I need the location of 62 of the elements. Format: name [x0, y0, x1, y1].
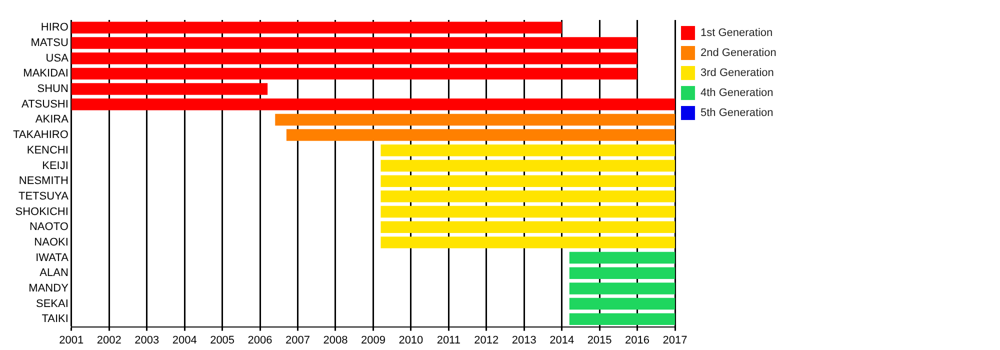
y-tick-label: SHUN: [37, 83, 68, 96]
y-tick-label: AKIRA: [35, 114, 70, 126]
x-tick-label: 2001: [59, 334, 84, 346]
legend-label: 4th Generation: [700, 87, 774, 100]
bar: [569, 298, 675, 310]
x-tick-label: 2017: [662, 334, 688, 346]
y-tick-label: USA: [46, 52, 70, 64]
legend-label: 2nd Generation: [700, 47, 776, 60]
bar: [71, 68, 638, 80]
x-tick-label: 2005: [210, 334, 235, 346]
x-tick-label: 2002: [96, 334, 122, 346]
y-tick-label: HIRO: [40, 22, 69, 34]
y-tick-label: TAKAHIRO: [12, 129, 69, 142]
y-tick-label: MAKIDAI: [23, 68, 68, 80]
y-tick-label: NAOKI: [34, 236, 68, 248]
bar: [380, 236, 675, 248]
y-tick-label: NESMITH: [18, 175, 68, 188]
bar: [569, 282, 675, 294]
y-tick-label: SHOKICHI: [15, 206, 68, 218]
x-tick-label: 2007: [286, 334, 310, 346]
y-tick-label: IWATA: [36, 252, 70, 264]
x-tick-label: 2016: [625, 334, 650, 346]
bar: [275, 114, 675, 126]
legend-label: 1st Generation: [700, 27, 773, 40]
y-tick-label: NAOTO: [29, 221, 69, 234]
x-tick-label: 2012: [474, 334, 499, 346]
x-tick-label: 2015: [587, 334, 612, 346]
bar: [380, 144, 675, 156]
bar: [71, 98, 675, 110]
x-tick-label: 2009: [360, 334, 386, 346]
bar: [380, 160, 675, 172]
legend-label: 3rd Generation: [700, 67, 774, 80]
bar: [71, 22, 562, 34]
y-tick-label: MANDY: [28, 282, 70, 294]
y-tick-label: TETSUYA: [18, 190, 70, 202]
bar: [569, 267, 675, 279]
bar: [569, 252, 675, 264]
x-tick-label: 2003: [134, 334, 160, 346]
bar: [380, 206, 675, 218]
bar: [380, 175, 675, 187]
y-tick-label: ALAN: [40, 267, 68, 280]
bar: [71, 52, 638, 64]
bar: [380, 190, 675, 202]
y-tick-label: TAIKI: [42, 313, 68, 326]
y-tick-label: ATSUSHI: [22, 98, 68, 110]
x-tick-label: 2011: [436, 334, 460, 346]
bar: [71, 83, 268, 95]
y-tick-label: KENCHI: [26, 144, 68, 156]
bar: [380, 221, 675, 233]
y-tick-label: MATSU: [30, 37, 68, 50]
x-tick-label: 2004: [172, 334, 197, 346]
bar: [569, 313, 675, 325]
x-tick-label: 2006: [248, 334, 272, 346]
y-tick-label: SEKAI: [36, 298, 68, 310]
x-tick-label: 2014: [550, 334, 574, 346]
y-tick-label: KEIJI: [42, 160, 68, 172]
x-tick-label: 2010: [398, 334, 424, 346]
legend-label: 5th Generation: [700, 107, 774, 120]
bar: [286, 129, 675, 141]
bar: [71, 37, 638, 49]
x-tick-label: 2013: [512, 334, 536, 346]
x-tick-label: 2008: [323, 334, 348, 346]
